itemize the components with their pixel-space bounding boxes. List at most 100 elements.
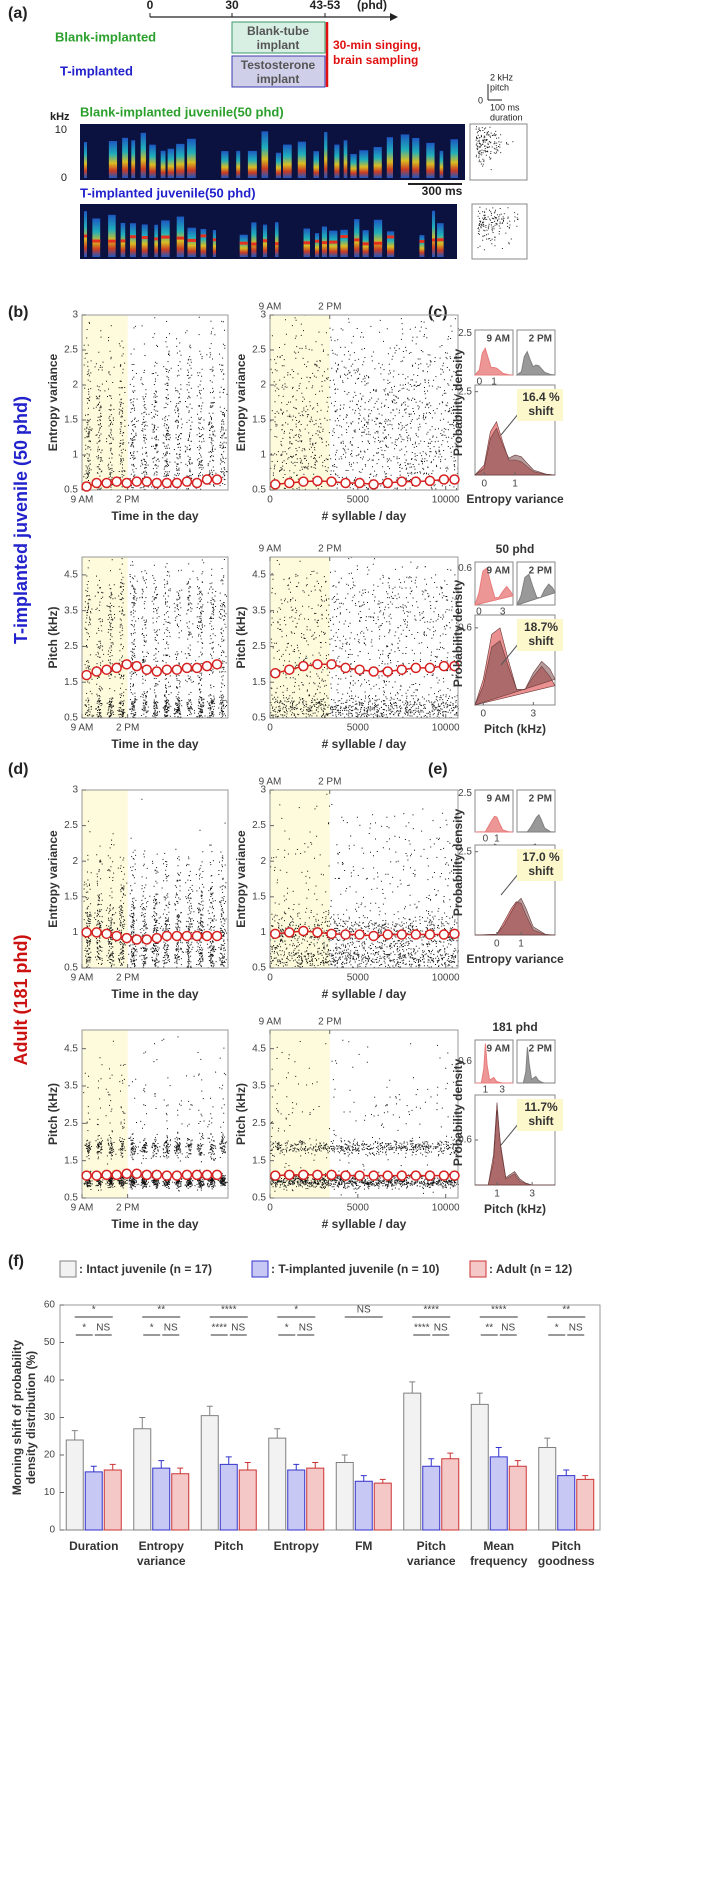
spectrogram-syllable: [187, 138, 196, 178]
mean-marker: [161, 1170, 173, 1181]
timeline-label: 30: [225, 0, 239, 12]
density-area: [475, 1109, 555, 1186]
category-label: variance: [137, 1554, 186, 1568]
bar: [373, 1482, 392, 1531]
mean-marker: [111, 930, 122, 942]
top-tick-label: 9 AM: [259, 302, 282, 313]
x-tick-label: 0: [267, 973, 273, 984]
implant-label: Blank-tube: [247, 24, 309, 38]
inset-x-tick-label: 0: [477, 377, 483, 388]
mean-marker: [101, 664, 112, 675]
mean-marker: [121, 477, 132, 489]
y-tick-label: 2: [260, 856, 266, 867]
x-tick-label: 0: [481, 479, 487, 490]
significance-label: ****: [423, 1305, 439, 1316]
x-axis-label: Entropy variance: [466, 952, 564, 966]
x-axis-label: # syllable / day: [322, 509, 407, 523]
plot-frame: [81, 789, 229, 969]
bar: [403, 1392, 422, 1531]
y-axis-label: Pitch (kHz): [46, 606, 60, 668]
row-label: Adult (181 phd): [11, 935, 31, 1066]
mean-marker: [382, 477, 393, 489]
y-tick-label: 2.5: [458, 386, 472, 397]
plot-frame: [269, 556, 459, 719]
point-cloud-texture: [270, 314, 459, 491]
significance-label: *: [82, 1323, 86, 1334]
timeline-label: 0: [147, 0, 154, 12]
mean-marker: [161, 930, 173, 942]
callout-box: [517, 389, 563, 421]
mean-marker: [181, 930, 193, 942]
mean-marker: [340, 1170, 351, 1181]
spectrogram-harmonic: [362, 242, 369, 246]
mean-marker: [81, 481, 92, 492]
density-area: [473, 347, 514, 376]
bar: [422, 1465, 441, 1531]
x-axis-label: Time in the day: [111, 509, 198, 523]
y-tick-label: 1.5: [64, 415, 78, 426]
y-tick-label: 3: [260, 310, 266, 321]
spectrogram-syllable: [140, 132, 146, 178]
bar: [508, 1465, 527, 1531]
mean-marker: [396, 664, 408, 675]
density-area: [517, 1047, 555, 1084]
spectrogram-harmonic: [262, 239, 268, 243]
mean-marker: [151, 477, 163, 489]
y-tick-label: 0.5: [252, 713, 266, 724]
y-axis-label: Probability density: [451, 579, 465, 687]
mean-marker: [121, 932, 132, 944]
spectrogram-syllable: [131, 140, 136, 178]
bar: [576, 1478, 595, 1531]
mean-marker: [181, 662, 193, 674]
shift-annotation: 18.7%: [524, 620, 558, 634]
panel-subtitle: 50 phd: [496, 542, 535, 556]
inset-title: 2 PM: [529, 566, 552, 577]
morning-shade: [270, 315, 330, 490]
mean-marker: [81, 669, 92, 681]
y-tick-label: 2: [260, 380, 266, 391]
bar: [441, 1458, 460, 1531]
y-tick-label: 0.5: [64, 485, 78, 496]
inset-x-tick-label: 1: [491, 377, 497, 388]
x-tick-label: 9 AM: [71, 973, 94, 984]
x-tick-label: 5000: [347, 973, 370, 984]
shift-annotation: shift: [528, 1114, 553, 1128]
y-tick-label: 0.5: [64, 713, 78, 724]
legend-swatch: [469, 1260, 487, 1278]
y-axis-label: Entropy variance: [234, 830, 248, 928]
mean-marker: [284, 664, 295, 675]
x-tick-label: 2 PM: [116, 973, 139, 984]
spectrogram-syllable: [92, 218, 101, 257]
bar: [171, 1473, 190, 1531]
x-tick-label: 9 AM: [71, 495, 94, 506]
shift-annotation: 16.4 %: [522, 390, 560, 404]
y-tick-label: 1: [72, 927, 78, 938]
scale-label: duration: [490, 112, 523, 122]
y-tick-label: 3.5: [64, 1081, 78, 1092]
y-tick-label: 3: [72, 785, 78, 796]
bar: [538, 1447, 557, 1531]
panel-label: (e): [428, 761, 448, 778]
mean-marker: [449, 660, 460, 672]
spectrogram-syllable: [84, 141, 88, 178]
spectrogram-syllable: [359, 150, 369, 178]
density-area: [515, 350, 556, 376]
mean-marker: [131, 476, 142, 487]
y-tick-label: 40: [44, 1375, 56, 1386]
x-axis-label: Time in the day: [111, 1217, 198, 1231]
plot-frame: [269, 1029, 459, 1199]
mean-marker: [326, 928, 337, 940]
implant-box: [231, 55, 326, 88]
mean-marker: [131, 934, 142, 945]
row-label: T-implanted juvenile (50 phd): [11, 396, 31, 644]
x-tick-label: 5000: [347, 495, 370, 506]
x-axis-label: Pitch (kHz): [484, 1202, 546, 1216]
y-axis-label: Pitch (kHz): [46, 1083, 60, 1145]
significance-label: NS: [96, 1323, 110, 1334]
spectrogram-syllable: [329, 230, 338, 257]
plot-frame: [269, 789, 459, 969]
legend-swatch: [251, 1260, 269, 1278]
spectrogram-harmonic: [108, 239, 116, 243]
mean-marker: [312, 475, 323, 487]
category-label: frequency: [470, 1554, 528, 1568]
